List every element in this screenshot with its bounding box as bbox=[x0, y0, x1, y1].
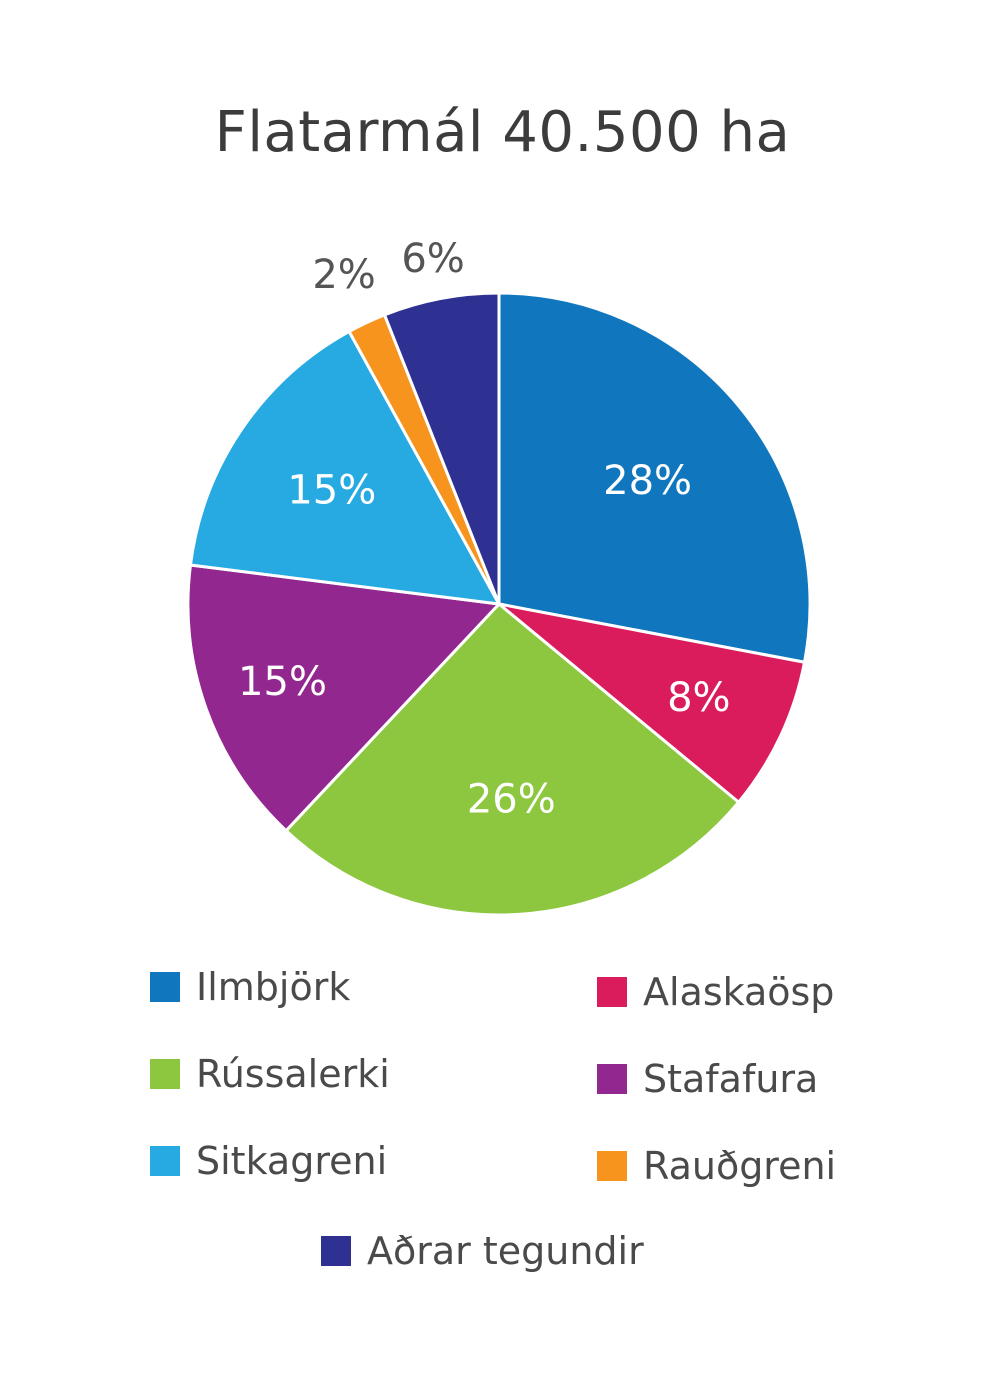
slice-label-4: 15% bbox=[238, 659, 327, 705]
legend-label: Sitkagreni bbox=[196, 1139, 388, 1183]
pie-slice-5 bbox=[188, 329, 501, 606]
legend-item: Rauðgreni bbox=[597, 1144, 836, 1188]
pie-slice-4 bbox=[186, 563, 501, 833]
legend-swatch bbox=[150, 972, 180, 1002]
pie-slice-2 bbox=[497, 602, 806, 804]
slice-label-6: 2% bbox=[312, 252, 375, 298]
legend-item: Rússalerki bbox=[150, 1052, 390, 1096]
legend-swatch bbox=[150, 1146, 180, 1176]
legend-swatch bbox=[597, 1151, 627, 1181]
slice-label-3: 26% bbox=[467, 777, 556, 823]
legend-item: Sitkagreni bbox=[150, 1139, 387, 1183]
legend-item: Ilmbjörk bbox=[150, 965, 350, 1009]
legend-swatch bbox=[321, 1236, 351, 1266]
pie-chart: 28% 8% 26% 15% 15% 2% 6% bbox=[186, 236, 812, 917]
legend-label: Rússalerki bbox=[196, 1052, 390, 1096]
legend-item: Stafafura bbox=[597, 1057, 818, 1101]
pie-slice-1 bbox=[497, 291, 812, 664]
legend-swatch bbox=[150, 1059, 180, 1089]
pie-slice-3 bbox=[284, 602, 741, 917]
legend-swatch bbox=[597, 977, 627, 1007]
legend-item: Aðrar tegundir bbox=[321, 1229, 644, 1273]
pie-slice-7 bbox=[383, 291, 501, 606]
slice-label-5: 15% bbox=[287, 467, 376, 513]
legend-item: Alaskaösp bbox=[597, 970, 834, 1014]
legend-label: Aðrar tegundir bbox=[367, 1229, 644, 1273]
legend-swatch bbox=[597, 1064, 627, 1094]
chart-title: Flatarmál 40.500 ha bbox=[214, 100, 791, 165]
legend-label: Stafafura bbox=[643, 1057, 819, 1101]
slice-label-2: 8% bbox=[667, 675, 730, 721]
slice-label-7: 6% bbox=[401, 236, 464, 282]
legend-label: Alaskaösp bbox=[643, 970, 835, 1014]
legend-label: Rauðgreni bbox=[643, 1144, 837, 1188]
slice-label-1: 28% bbox=[603, 458, 692, 504]
legend-label: Ilmbjörk bbox=[196, 965, 351, 1009]
